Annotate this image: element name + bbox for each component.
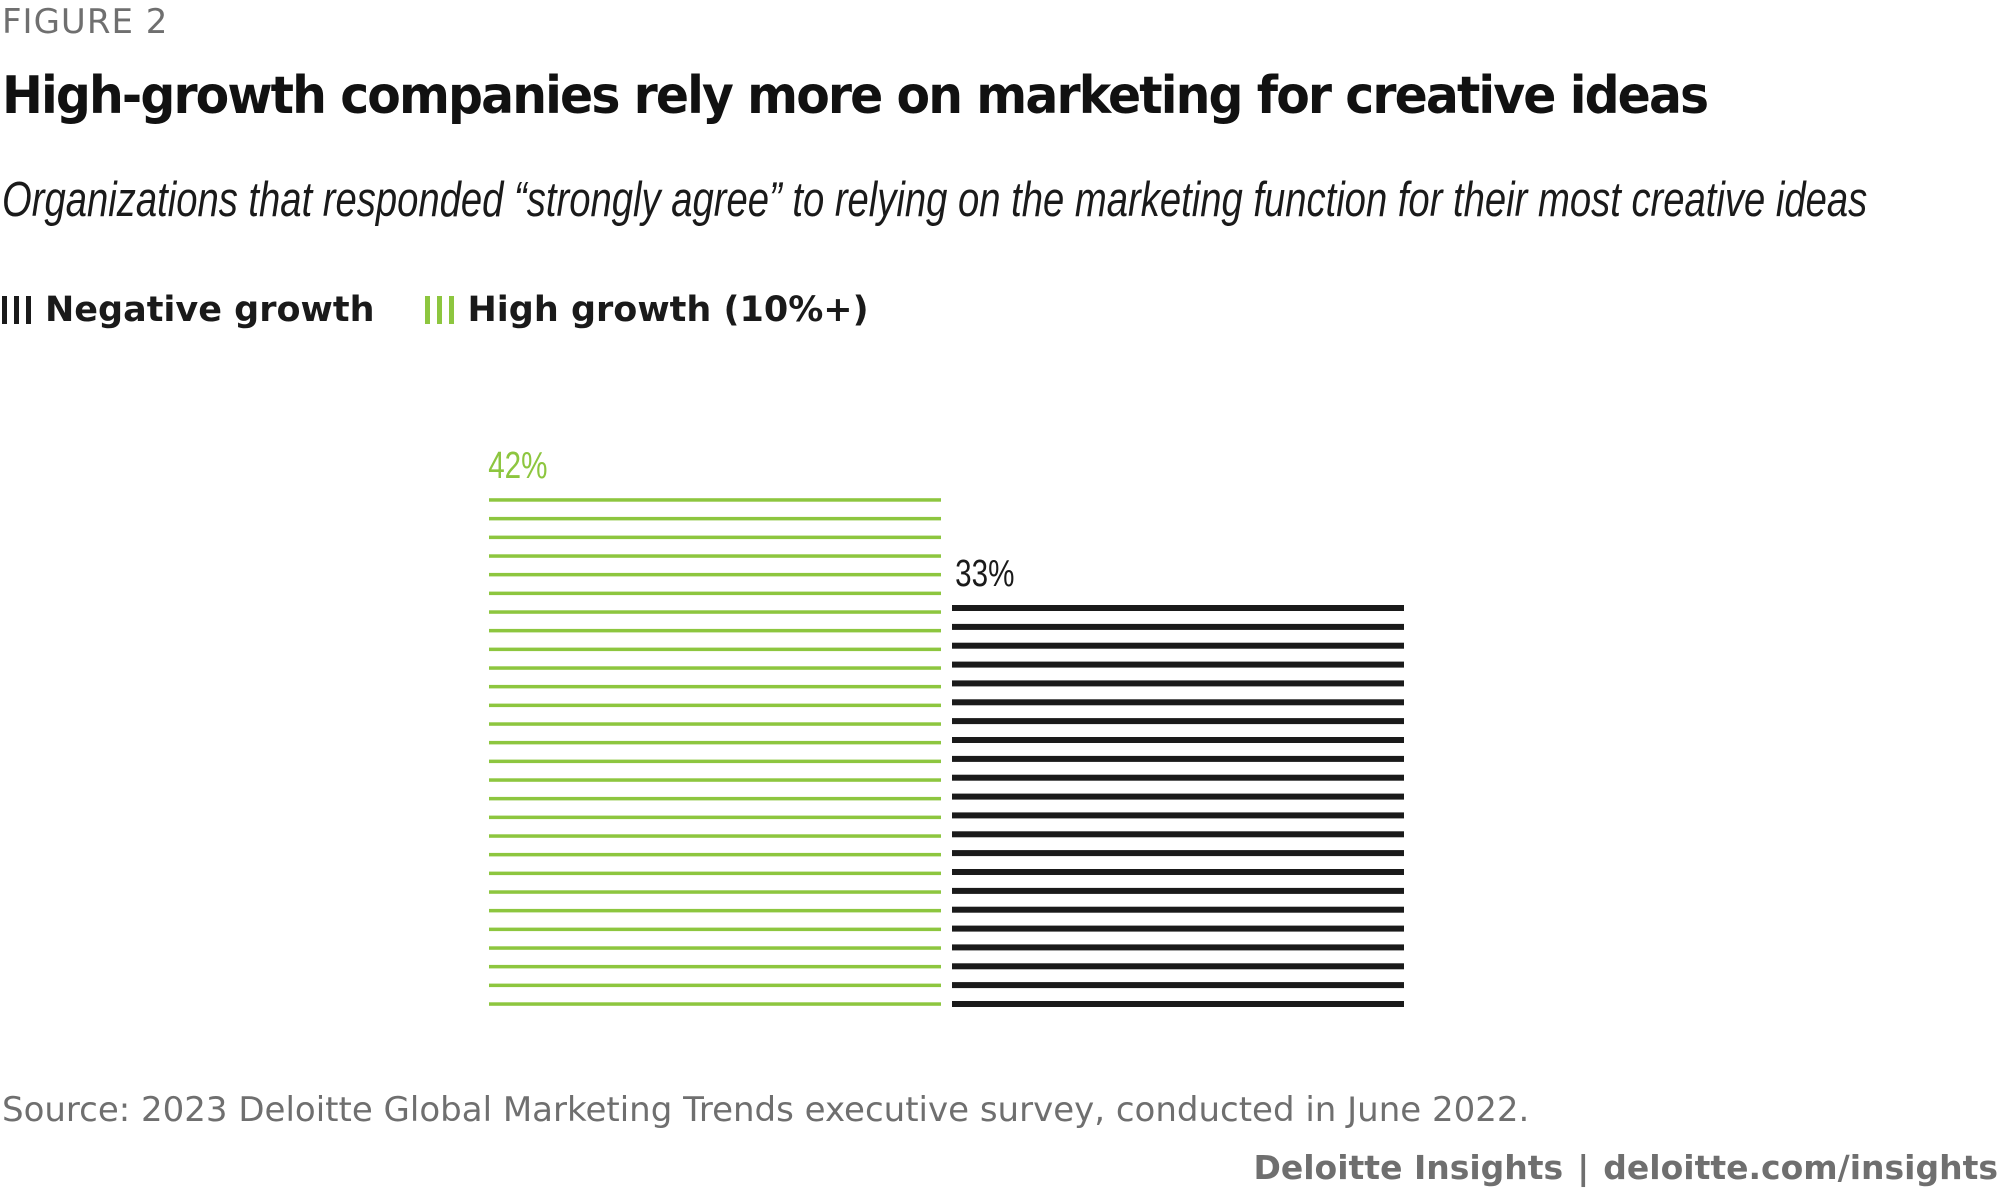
bar-stripe bbox=[489, 666, 941, 670]
footer-separator: | bbox=[1577, 1148, 1590, 1187]
bar-stripe bbox=[952, 906, 1404, 913]
bar-stripe bbox=[489, 946, 941, 950]
bar-stripe bbox=[952, 793, 1404, 800]
bar-stripe bbox=[489, 610, 941, 614]
bar-stripe bbox=[952, 680, 1404, 687]
bar-stripe bbox=[489, 647, 941, 652]
bar-stripe bbox=[489, 554, 941, 558]
bar-stripe bbox=[952, 699, 1404, 706]
bar-stripe bbox=[952, 737, 1404, 743]
legend-label-high-growth: High growth (10%+) bbox=[467, 290, 869, 330]
bar-stripe bbox=[952, 887, 1404, 894]
source-note: Source: 2023 Deloitte Global Marketing T… bbox=[2, 1090, 1530, 1130]
bar-stripe bbox=[489, 983, 941, 988]
bar-stripe bbox=[952, 869, 1404, 875]
bar-stripe bbox=[489, 759, 941, 764]
legend: Negative growth High growth (10%+) bbox=[2, 290, 919, 330]
bar-stripe bbox=[489, 871, 941, 876]
bar-stripe bbox=[489, 778, 941, 782]
bar-stripe bbox=[489, 908, 941, 913]
footer-url: deloitte.com/insights bbox=[1603, 1148, 1998, 1187]
bar-stripe bbox=[489, 684, 941, 689]
bar-stripe bbox=[952, 1001, 1404, 1007]
bar-stripe bbox=[952, 925, 1404, 932]
bar-stripe bbox=[952, 812, 1404, 819]
bar-stripe bbox=[489, 927, 941, 932]
data-label: 42% bbox=[488, 445, 547, 487]
legend-label-negative-growth: Negative growth bbox=[45, 290, 375, 330]
legend-item-negative-growth: Negative growth bbox=[2, 290, 375, 330]
bar-stripe bbox=[952, 605, 1404, 611]
bar-stripe bbox=[489, 740, 941, 745]
bar-stripe bbox=[489, 516, 941, 521]
legend-swatch-negative-growth bbox=[2, 295, 31, 325]
bar-stripe bbox=[489, 1002, 941, 1006]
bar-high-growth-10 bbox=[489, 498, 941, 1006]
bar-stripe bbox=[952, 661, 1404, 668]
bar-stripe bbox=[952, 774, 1404, 781]
bar-stripe bbox=[952, 963, 1404, 970]
bar-stripe bbox=[489, 722, 941, 726]
footer-brand: Deloitte Insights bbox=[1253, 1148, 1564, 1187]
bar-stripe bbox=[952, 944, 1404, 951]
bar-stripe bbox=[952, 623, 1404, 630]
bar-stripe bbox=[489, 498, 941, 502]
bar-stripe bbox=[952, 755, 1404, 762]
bar-negative-growth bbox=[952, 605, 1404, 1007]
bar-stripe bbox=[952, 642, 1404, 649]
bar-stripe bbox=[489, 591, 941, 596]
legend-item-high-growth: High growth (10%+) bbox=[424, 290, 869, 330]
bar-stripe bbox=[952, 831, 1404, 838]
bar-stripe bbox=[489, 815, 941, 820]
bar-stripe bbox=[489, 535, 941, 540]
bar-stripe bbox=[952, 850, 1404, 857]
bar-stripe bbox=[489, 796, 941, 801]
bar-stripe bbox=[489, 890, 941, 894]
bar-stripe bbox=[489, 628, 941, 633]
legend-swatch-high-growth bbox=[424, 295, 454, 325]
figure-label: FIGURE 2 bbox=[2, 2, 169, 42]
bar-stripe bbox=[489, 572, 941, 577]
bar-stripe bbox=[952, 982, 1404, 989]
bar-stripe bbox=[952, 718, 1404, 725]
chart-subtitle: Organizations that responded “strongly a… bbox=[2, 173, 1868, 227]
footer-credit: Deloitte Insights | deloitte.com/insight… bbox=[1253, 1148, 1998, 1187]
bar-stripe bbox=[489, 703, 941, 708]
bar-stripe bbox=[489, 964, 941, 969]
data-label: 33% bbox=[955, 553, 1014, 595]
chart-title: High-growth companies rely more on marke… bbox=[2, 66, 1709, 126]
bar-stripe bbox=[489, 852, 941, 857]
bar-stripe bbox=[489, 834, 941, 838]
